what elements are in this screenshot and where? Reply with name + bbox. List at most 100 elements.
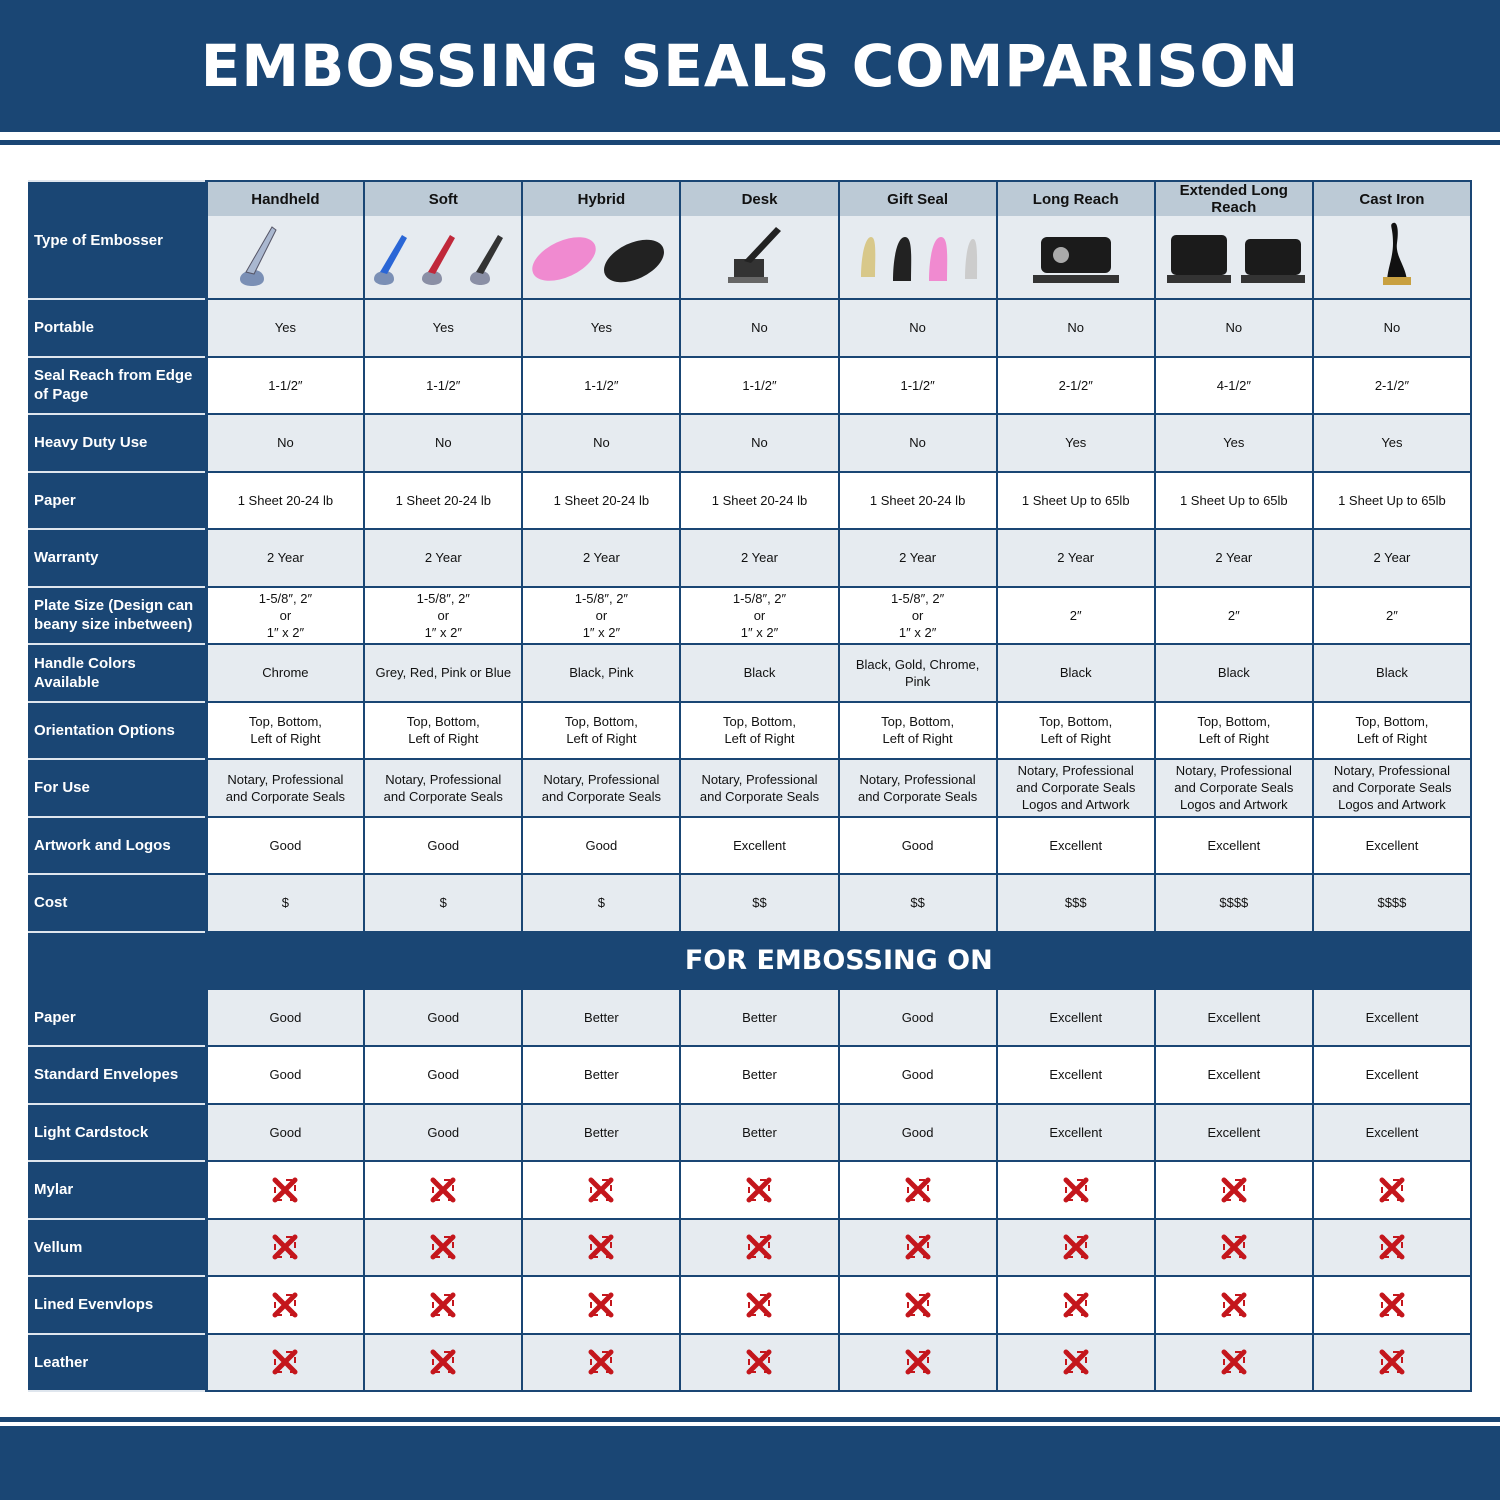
table-cell: 1-5/8″, 2″ or 1″ x 2″ (679, 585, 840, 645)
table-cell: $$$ (995, 873, 1156, 933)
table-cell: Top, Bottom, Left of Right (837, 700, 998, 760)
cell-not-supported (1153, 1332, 1314, 1392)
table-row: For Use Notary, Professional and Corporat… (28, 758, 1473, 818)
table-cell: Notary, Professional and Corporate Seals (363, 758, 524, 818)
table-cell: No (679, 298, 840, 358)
red-x-icon (1379, 1292, 1405, 1318)
row-label-vellum: Vellum (28, 1217, 208, 1277)
table-cell: Notary, Professional and Corporate Seals (679, 758, 840, 818)
red-x-icon (1063, 1349, 1089, 1375)
table-cell: Black, Pink (521, 643, 682, 703)
table-cell: 1 Sheet 20-24 lb (837, 470, 998, 530)
table-cell: $ (205, 873, 366, 933)
cell-not-supported (521, 1217, 682, 1277)
table-cell: Excellent (679, 815, 840, 875)
product-image-cast-iron (1311, 216, 1473, 300)
type-of-embosser-label: Type of Embosser (28, 180, 208, 300)
table-cell: Better (521, 987, 682, 1047)
table-cell: Grey, Red, Pink or Blue (363, 643, 524, 703)
red-x-icon (746, 1292, 772, 1318)
red-x-icon (1063, 1292, 1089, 1318)
red-x-icon (1379, 1234, 1405, 1260)
divider (0, 1417, 1500, 1422)
table-row: Standard Envelopes Good Good Better Better Go… (28, 1045, 1473, 1105)
red-x-icon (1379, 1177, 1405, 1203)
table-cell: No (1153, 298, 1314, 358)
product-image-extended-long-reach (1153, 216, 1314, 300)
row-label-light-cardstock: Light Cardstock (28, 1102, 208, 1162)
table-row: Leather (28, 1332, 1473, 1392)
red-x-icon (1221, 1292, 1247, 1318)
table-cell: Excellent (1153, 1045, 1314, 1105)
table-cell: $$ (837, 873, 998, 933)
row-label-portable: Portable (28, 298, 208, 358)
red-x-icon (905, 1292, 931, 1318)
red-x-icon (272, 1177, 298, 1203)
table-cell: No (837, 413, 998, 473)
table-cell: 1 Sheet 20-24 lb (363, 470, 524, 530)
row-label-standard-envelopes: Standard Envelopes (28, 1045, 208, 1105)
cell-not-supported (1311, 1160, 1473, 1220)
table-row: Artwork and Logos Good Good Good Excellent Go… (28, 815, 1473, 875)
table-cell: Top, Bottom, Left of Right (995, 700, 1156, 760)
cell-not-supported (837, 1160, 998, 1220)
table-cell: Excellent (1311, 1102, 1473, 1162)
table-cell: Excellent (1311, 815, 1473, 875)
table-cell: Good (363, 815, 524, 875)
table-row: Orientation Options Top, Bottom, Left of … (28, 700, 1473, 760)
cell-not-supported (363, 1275, 524, 1335)
product-image-hybrid (521, 216, 682, 300)
red-x-icon (905, 1349, 931, 1375)
table-cell: Black (1311, 643, 1473, 703)
row-label-handle-colors-available: Handle Colors Available (28, 643, 208, 703)
cell-not-supported (995, 1160, 1156, 1220)
table-cell: Yes (1311, 413, 1473, 473)
table-cell: Better (679, 987, 840, 1047)
table-row: Vellum (28, 1217, 1473, 1277)
table-row: Heavy Duty Use No No No No No Yes Yes Yes (28, 413, 1473, 473)
product-image-handheld (205, 216, 366, 300)
row-label-mylar: Mylar (28, 1160, 208, 1220)
red-x-icon (1221, 1177, 1247, 1203)
table-cell: Good (837, 815, 998, 875)
table-cell: Notary, Professional and Corporate Seals (205, 758, 366, 818)
table-cell: 1 Sheet 20-24 lb (679, 470, 840, 530)
row-label-plate-size-design-can-beany-size-inbetween: Plate Size (Design can beany size inbetw… (28, 585, 208, 645)
table-cell: 2 Year (363, 528, 524, 588)
cell-not-supported (363, 1160, 524, 1220)
red-x-icon (588, 1177, 614, 1203)
table-cell: Notary, Professional and Corporate Seals (521, 758, 682, 818)
red-x-icon (746, 1234, 772, 1260)
table-cell: 1-5/8″, 2″ or 1″ x 2″ (837, 585, 998, 645)
table-cell: 2-1/2″ (1311, 355, 1473, 415)
row-label-artwork-and-logos: Artwork and Logos (28, 815, 208, 875)
column-header-hybrid: Hybrid (521, 180, 682, 216)
table-row: Lined Evenvlops (28, 1275, 1473, 1335)
table-cell: 2″ (995, 585, 1156, 645)
table-row: Light Cardstock Good Good Better Better Good E… (28, 1102, 1473, 1162)
table-cell: No (521, 413, 682, 473)
table-cell: Notary, Professional and Corporate Seals… (995, 758, 1156, 818)
row-label-heavy-duty-use: Heavy Duty Use (28, 413, 208, 473)
table-cell: 2″ (1311, 585, 1473, 645)
page-title: EMBOSSING SEALS COMPARISON (200, 32, 1300, 100)
red-x-icon (1379, 1349, 1405, 1375)
table-cell: Notary, Professional and Corporate Seals… (1153, 758, 1314, 818)
table-row: Mylar (28, 1160, 1473, 1220)
table-cell: 2 Year (995, 528, 1156, 588)
table-cell: 1 Sheet Up to 65lb (1311, 470, 1473, 530)
cell-not-supported (995, 1275, 1156, 1335)
table-cell: Yes (363, 298, 524, 358)
table-cell: $ (363, 873, 524, 933)
table-cell: 1-1/2″ (679, 355, 840, 415)
cell-not-supported (679, 1332, 840, 1392)
red-x-icon (272, 1292, 298, 1318)
table-cell: 1 Sheet 20-24 lb (205, 470, 366, 530)
table-cell: $$$$ (1311, 873, 1473, 933)
section-title: FOR EMBOSSING ON (205, 930, 1472, 990)
table-cell: Excellent (1153, 1102, 1314, 1162)
table-cell: Good (363, 1045, 524, 1105)
table-cell: Excellent (995, 1045, 1156, 1105)
cell-not-supported (1153, 1160, 1314, 1220)
table-row: Cost $ $ $ $$ $$ $$$ $$$$ $$$$ (28, 873, 1473, 933)
